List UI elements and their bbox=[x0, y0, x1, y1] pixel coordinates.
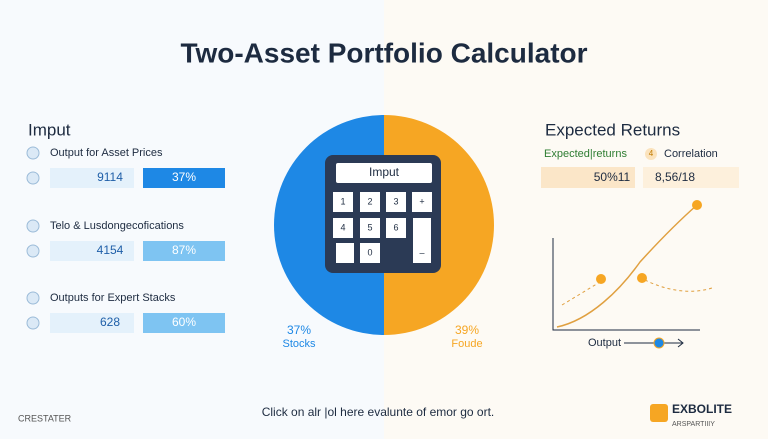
calculator-key-label: 2 bbox=[367, 196, 372, 206]
tab-icon-circle bbox=[645, 148, 657, 160]
chart-arrow-dot bbox=[653, 337, 665, 349]
right-logo-sub: ARSPARTIIIY bbox=[672, 421, 715, 428]
tab-icon: 4 bbox=[649, 149, 654, 158]
title: Two-Asset Portfolio Calculator bbox=[180, 37, 587, 68]
calculator-key bbox=[336, 243, 354, 263]
calculator-key bbox=[386, 192, 406, 212]
returns-heading: Expected Returns bbox=[545, 120, 680, 139]
calculator-key-label: 3 bbox=[393, 196, 398, 206]
calculator-key bbox=[333, 192, 353, 212]
percent-field-text: 60% bbox=[172, 315, 196, 329]
calculator-screen bbox=[336, 163, 432, 183]
row-label: Outputs for Expert Stacks bbox=[50, 292, 176, 304]
right-logo-badge bbox=[650, 404, 668, 422]
calculator-key bbox=[333, 218, 353, 238]
value-field-text: 9114 bbox=[97, 170, 123, 184]
pie-value: 37% bbox=[287, 323, 311, 337]
percent-field-text: 87% bbox=[172, 243, 196, 257]
value-field-text: 4154 bbox=[97, 243, 124, 257]
calculator-key bbox=[386, 218, 406, 238]
tab: Correlation bbox=[664, 148, 718, 160]
chart-dot bbox=[637, 273, 647, 283]
value-field-text: 628 bbox=[100, 315, 120, 329]
pie-value: 39% bbox=[455, 323, 479, 337]
calculator-key-label: 0 bbox=[367, 247, 372, 257]
value-field bbox=[50, 168, 134, 188]
calculator-key-label: – bbox=[419, 247, 424, 257]
row-icon bbox=[26, 291, 40, 305]
footer-text: Click on alr |ol here evalunte of emor g… bbox=[262, 405, 495, 419]
value-field bbox=[50, 313, 134, 333]
calculator-key-label: + bbox=[419, 196, 424, 206]
chart-label: Output bbox=[588, 337, 621, 349]
chart-dot bbox=[596, 274, 606, 284]
row-label: Telo & Lusdongecofications bbox=[50, 220, 184, 232]
percent-field-text: 37% bbox=[172, 170, 196, 184]
calculator-key-label: 5 bbox=[367, 222, 372, 232]
calculator-screen-text: Imput bbox=[369, 165, 400, 179]
pie-name: Foude bbox=[451, 338, 482, 350]
percent-field bbox=[143, 168, 225, 188]
field-icon bbox=[26, 316, 40, 330]
calculator-key-label: 4 bbox=[340, 222, 345, 232]
row-icon bbox=[26, 219, 40, 233]
percent-field bbox=[143, 313, 225, 333]
field-icon bbox=[26, 171, 40, 185]
percent-field bbox=[143, 241, 225, 261]
field-icon bbox=[26, 244, 40, 258]
value-field bbox=[50, 241, 134, 261]
calculator-key-label: 1 bbox=[340, 196, 345, 206]
input-heading: Imput bbox=[28, 120, 71, 139]
calculator-key bbox=[360, 218, 380, 238]
return-field bbox=[643, 167, 739, 188]
pie-name: Stocks bbox=[282, 338, 316, 350]
chart-axes bbox=[552, 238, 700, 331]
calculator-key-label: 6 bbox=[393, 222, 398, 232]
calculator-key bbox=[360, 243, 380, 263]
return-field-text: 50%11 bbox=[594, 170, 631, 184]
calculator-key bbox=[360, 192, 380, 212]
row-label: Output for Asset Prices bbox=[50, 147, 163, 159]
chart-dot bbox=[692, 200, 702, 210]
calculator-key bbox=[413, 218, 431, 263]
calculator-key bbox=[412, 192, 432, 212]
chart-dash bbox=[561, 279, 713, 306]
return-field-text: 8,56/18 bbox=[655, 170, 695, 184]
return-field bbox=[541, 167, 635, 188]
right-logo: EXBOLITE bbox=[672, 402, 732, 416]
chart-curve bbox=[556, 204, 698, 328]
left-logo: CRESTATER bbox=[18, 413, 72, 423]
tab: Expected|returns bbox=[544, 148, 627, 160]
row-icon bbox=[26, 146, 40, 160]
